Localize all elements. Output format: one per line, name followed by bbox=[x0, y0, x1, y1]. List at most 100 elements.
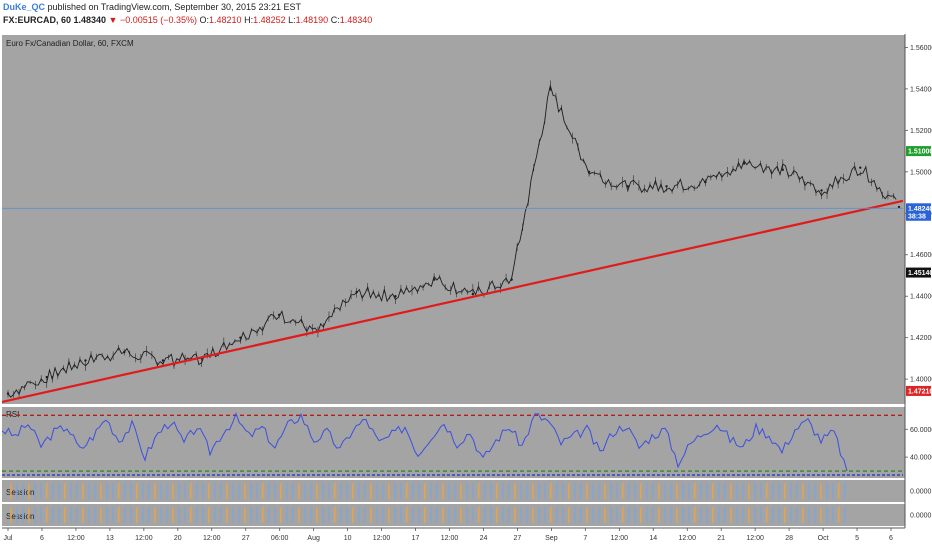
time-axis[interactable]: Jul 6 12:00 13 12:00 20 12:00 27 06:00 Aug 10 12:00… bbox=[4, 528, 894, 542]
price-badge-label: 1.47210 bbox=[908, 388, 932, 395]
session-bar bbox=[298, 483, 300, 499]
price-point bbox=[704, 180, 707, 184]
session-bar bbox=[220, 507, 222, 523]
session-bar bbox=[238, 483, 240, 499]
session-bar bbox=[808, 483, 810, 499]
ytick-label: 1.56000 bbox=[910, 45, 932, 52]
xtick-label: Aug bbox=[307, 535, 320, 542]
session-bar bbox=[502, 483, 504, 499]
session-bar bbox=[112, 483, 114, 499]
ytick-label: 1.40000 bbox=[910, 377, 932, 384]
session-bar bbox=[718, 483, 720, 499]
author-name[interactable]: DuKe_QC bbox=[3, 2, 46, 12]
price-panel-bg[interactable] bbox=[2, 35, 905, 404]
session-bar bbox=[742, 483, 744, 499]
session-bar bbox=[370, 507, 372, 523]
session-bar bbox=[94, 483, 96, 499]
session-bar bbox=[166, 507, 168, 523]
session-bar bbox=[604, 483, 606, 499]
price-point bbox=[277, 313, 281, 317]
session-bar bbox=[244, 507, 246, 523]
session-bar bbox=[496, 507, 498, 523]
price-point bbox=[161, 359, 165, 362]
session-bar bbox=[256, 507, 258, 523]
session-bar bbox=[520, 483, 522, 499]
session-bar bbox=[436, 507, 438, 523]
price-point bbox=[355, 290, 358, 294]
session-bar bbox=[400, 507, 402, 523]
session-bar bbox=[70, 483, 72, 499]
session-bar bbox=[556, 483, 558, 499]
session-bar bbox=[682, 507, 684, 523]
price-point bbox=[432, 278, 436, 281]
rsi-panel-title: RSI bbox=[6, 410, 19, 419]
session-bar bbox=[178, 507, 180, 523]
session-bar bbox=[814, 483, 816, 499]
session-bar bbox=[646, 507, 648, 523]
session-bar bbox=[166, 483, 168, 499]
session-bar bbox=[514, 483, 516, 499]
session-bar bbox=[340, 507, 342, 523]
session-bar bbox=[754, 507, 756, 523]
session-bar bbox=[160, 483, 162, 499]
price-point bbox=[859, 166, 862, 169]
session-bar bbox=[208, 483, 210, 499]
session-bar bbox=[28, 507, 30, 523]
session-bar bbox=[760, 507, 762, 523]
session-bar bbox=[568, 483, 570, 499]
session-bar bbox=[550, 507, 552, 523]
session-bar bbox=[616, 483, 618, 499]
session-bar bbox=[46, 507, 48, 523]
session-bar bbox=[268, 507, 270, 523]
xtick-label: 12:00 bbox=[746, 535, 764, 542]
session-bar bbox=[106, 483, 108, 499]
rsi-line bbox=[1, 412, 848, 472]
session-bar bbox=[742, 507, 744, 523]
session-bar bbox=[424, 483, 426, 499]
session-bar bbox=[124, 507, 126, 523]
session-bar bbox=[22, 507, 24, 523]
session-bar bbox=[262, 483, 264, 499]
trendline[interactable] bbox=[1, 199, 904, 404]
session-bar bbox=[748, 483, 750, 499]
session-bar bbox=[460, 483, 462, 499]
xtick-label: 13 bbox=[106, 535, 114, 542]
session-bar bbox=[700, 507, 702, 523]
session-bar bbox=[430, 483, 432, 499]
session-bar bbox=[322, 483, 324, 499]
session-bar bbox=[406, 483, 408, 499]
session-bar bbox=[730, 483, 732, 499]
session-bar bbox=[628, 483, 630, 499]
session-bar bbox=[784, 507, 786, 523]
session-bar bbox=[736, 507, 738, 523]
session-bar bbox=[424, 507, 426, 523]
session-bar bbox=[202, 507, 204, 523]
session-bar bbox=[64, 507, 66, 523]
session-bar bbox=[82, 507, 84, 523]
session-panel-1-bg[interactable] bbox=[2, 480, 905, 502]
session-bar bbox=[274, 483, 276, 499]
session-bar bbox=[418, 507, 420, 523]
session-bar bbox=[208, 507, 210, 523]
session-bar bbox=[454, 483, 456, 499]
session-bar bbox=[712, 483, 714, 499]
xtick-label: 12:00 bbox=[135, 535, 153, 542]
xtick-label: 5 bbox=[855, 535, 859, 542]
session-bar bbox=[262, 507, 264, 523]
session-bar bbox=[586, 483, 588, 499]
rsi-panel-bg[interactable] bbox=[2, 407, 905, 478]
session-bar bbox=[388, 483, 390, 499]
session-panel-2-bg[interactable] bbox=[2, 504, 905, 526]
session-bar bbox=[190, 507, 192, 523]
session-bar bbox=[616, 507, 618, 523]
session-bar bbox=[736, 483, 738, 499]
session-bar bbox=[172, 507, 174, 523]
session-bar bbox=[376, 507, 378, 523]
xtick-label: 12:00 bbox=[373, 535, 391, 542]
session-bar bbox=[136, 507, 138, 523]
session-bar bbox=[604, 507, 606, 523]
rsi-axis: 60.0000 40.0000 bbox=[905, 427, 932, 462]
xtick-label: 7 bbox=[583, 535, 587, 542]
session-bar bbox=[34, 483, 36, 499]
